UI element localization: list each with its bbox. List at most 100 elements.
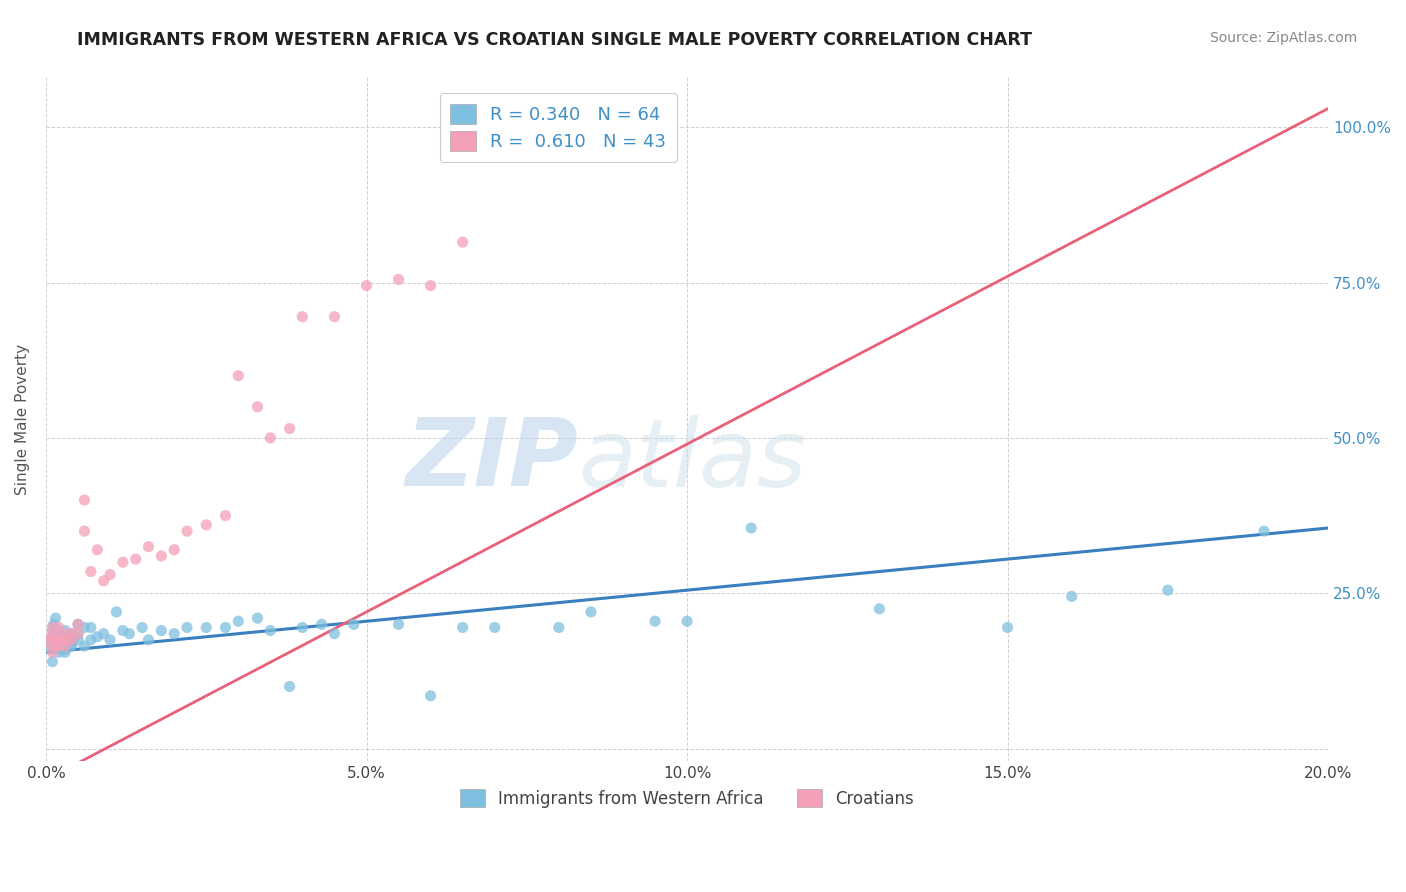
Legend: Immigrants from Western Africa, Croatians: Immigrants from Western Africa, Croatian… bbox=[453, 783, 921, 814]
Point bbox=[484, 620, 506, 634]
Point bbox=[226, 614, 249, 628]
Point bbox=[42, 617, 65, 632]
Point bbox=[60, 639, 83, 653]
Point bbox=[291, 310, 314, 324]
Point bbox=[66, 632, 89, 647]
Point bbox=[48, 645, 70, 659]
Point bbox=[451, 620, 474, 634]
Point bbox=[53, 632, 76, 647]
Point bbox=[105, 605, 128, 619]
Point bbox=[644, 614, 666, 628]
Point bbox=[60, 626, 83, 640]
Point bbox=[868, 602, 890, 616]
Point bbox=[73, 524, 96, 538]
Point bbox=[214, 620, 236, 634]
Point bbox=[1060, 590, 1083, 604]
Point bbox=[98, 632, 121, 647]
Point bbox=[39, 642, 62, 657]
Point bbox=[53, 624, 76, 638]
Point bbox=[195, 517, 218, 532]
Point bbox=[451, 235, 474, 249]
Point bbox=[66, 617, 89, 632]
Point bbox=[80, 565, 103, 579]
Point bbox=[278, 421, 301, 435]
Point bbox=[45, 636, 67, 650]
Point bbox=[1253, 524, 1275, 538]
Point bbox=[80, 632, 103, 647]
Point bbox=[226, 368, 249, 383]
Point bbox=[997, 620, 1019, 634]
Point bbox=[39, 630, 62, 644]
Point bbox=[125, 552, 148, 566]
Point bbox=[150, 624, 173, 638]
Point bbox=[66, 626, 89, 640]
Point bbox=[323, 626, 346, 640]
Point bbox=[246, 611, 269, 625]
Point bbox=[111, 624, 134, 638]
Point bbox=[676, 614, 699, 628]
Point bbox=[53, 642, 76, 657]
Point bbox=[60, 626, 83, 640]
Point bbox=[138, 632, 160, 647]
Point bbox=[49, 632, 72, 647]
Y-axis label: Single Male Poverty: Single Male Poverty bbox=[15, 343, 30, 495]
Point bbox=[49, 632, 72, 647]
Point bbox=[86, 630, 108, 644]
Point bbox=[86, 542, 108, 557]
Text: IMMIGRANTS FROM WESTERN AFRICA VS CROATIAN SINGLE MALE POVERTY CORRELATION CHART: IMMIGRANTS FROM WESTERN AFRICA VS CROATI… bbox=[77, 31, 1032, 49]
Point bbox=[73, 493, 96, 508]
Point bbox=[53, 639, 76, 653]
Point bbox=[98, 567, 121, 582]
Point bbox=[41, 624, 63, 638]
Point bbox=[66, 617, 89, 632]
Point bbox=[259, 431, 281, 445]
Point bbox=[66, 626, 89, 640]
Point bbox=[259, 624, 281, 638]
Point bbox=[419, 689, 441, 703]
Point bbox=[1157, 583, 1180, 598]
Point bbox=[387, 617, 409, 632]
Point bbox=[163, 542, 186, 557]
Text: ZIP: ZIP bbox=[405, 414, 578, 507]
Point bbox=[138, 540, 160, 554]
Point bbox=[740, 521, 762, 535]
Point bbox=[176, 620, 198, 634]
Point bbox=[419, 278, 441, 293]
Point bbox=[45, 611, 67, 625]
Point bbox=[278, 680, 301, 694]
Point bbox=[63, 630, 86, 644]
Point bbox=[60, 636, 83, 650]
Point bbox=[291, 620, 314, 634]
Point bbox=[42, 632, 65, 647]
Point bbox=[51, 630, 73, 644]
Point bbox=[53, 626, 76, 640]
Point bbox=[73, 620, 96, 634]
Point bbox=[48, 639, 70, 653]
Point bbox=[41, 645, 63, 659]
Point bbox=[51, 632, 73, 647]
Point bbox=[387, 272, 409, 286]
Point bbox=[60, 632, 83, 647]
Point bbox=[53, 645, 76, 659]
Point bbox=[163, 626, 186, 640]
Point bbox=[38, 636, 60, 650]
Point bbox=[48, 620, 70, 634]
Point bbox=[118, 626, 141, 640]
Point bbox=[93, 574, 115, 588]
Point bbox=[53, 632, 76, 647]
Point bbox=[45, 626, 67, 640]
Point bbox=[48, 642, 70, 657]
Point bbox=[343, 617, 366, 632]
Point bbox=[41, 620, 63, 634]
Point bbox=[579, 605, 602, 619]
Point bbox=[323, 310, 346, 324]
Point bbox=[195, 620, 218, 634]
Point bbox=[214, 508, 236, 523]
Point bbox=[547, 620, 569, 634]
Point bbox=[73, 639, 96, 653]
Point bbox=[45, 639, 67, 653]
Point bbox=[176, 524, 198, 538]
Point bbox=[58, 636, 80, 650]
Point bbox=[93, 626, 115, 640]
Point bbox=[41, 655, 63, 669]
